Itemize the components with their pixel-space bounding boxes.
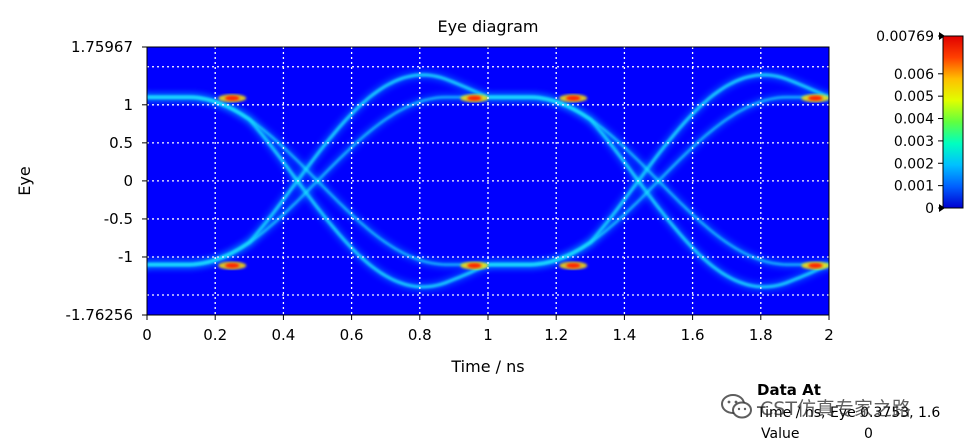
x-tick-label: 0.8 [408, 326, 432, 344]
x-tick-label: 2 [824, 326, 834, 344]
x-tick-label: 1.8 [749, 326, 773, 344]
x-tick-label: 1.6 [681, 326, 705, 344]
grid-lines [147, 47, 829, 315]
x-tick-label: 0 [142, 326, 152, 344]
colorbar-pointer-icon [939, 204, 945, 212]
x-tick-label: 1.2 [544, 326, 568, 344]
x-tick-label: 0.6 [340, 326, 364, 344]
x-tick-label: 1 [483, 326, 493, 344]
y-axis: 1.75967 1 0.5 0 -0.5 -1 -1.76256 [66, 38, 147, 324]
plot-area [146, 46, 830, 316]
colorbar: 0.00769 0.006 0.005 0.004 0.003 0.002 0.001 0 [876, 29, 964, 217]
y-tick-label: 0.5 [109, 134, 133, 152]
colorbar-pointer-icon [939, 32, 945, 40]
y-tick-label: -0.5 [104, 210, 133, 228]
colorbar-label: 0 [925, 201, 934, 217]
data-at-value-label: Value [761, 426, 800, 442]
watermark: CST仿真专家之路 [720, 392, 911, 422]
y-tick-label: 0 [123, 172, 133, 190]
y-axis-title: Eye [15, 166, 34, 195]
x-axis: 0 0.2 0.4 0.6 0.8 1 1.2 1.4 1.6 1.8 2 [142, 315, 834, 344]
y-tick-label: -1 [118, 248, 133, 266]
wechat-icon [721, 394, 752, 419]
y-tick-label: 1 [123, 96, 133, 114]
colorbar-label: 0.004 [894, 112, 934, 128]
colorbar-label: 0.003 [894, 134, 934, 150]
data-at-value: 0 [864, 426, 873, 442]
y-tick-label: -1.76256 [66, 306, 133, 324]
x-tick-label: 0.4 [271, 326, 295, 344]
data-at-coordinates: Time / ns, Eye 0.3753, 1.6 [757, 405, 941, 421]
x-tick-label: 1.4 [612, 326, 636, 344]
colorbar-label: 0.005 [894, 89, 934, 105]
colorbar-label: 0.006 [894, 67, 934, 83]
colorbar-label: 0.00769 [876, 29, 934, 45]
colorbar-gradient [942, 35, 964, 209]
colorbar-label: 0.002 [894, 156, 934, 172]
watermark-text: CST仿真专家之路 [760, 397, 911, 420]
x-tick-label: 0.2 [203, 326, 227, 344]
x-axis-title: Time / ns [450, 357, 524, 376]
y-tick-label: 1.75967 [71, 38, 133, 56]
colorbar-label: 0.001 [894, 179, 934, 195]
chart-title: Eye diagram [437, 17, 538, 36]
data-at-heading: Data At [757, 381, 821, 399]
